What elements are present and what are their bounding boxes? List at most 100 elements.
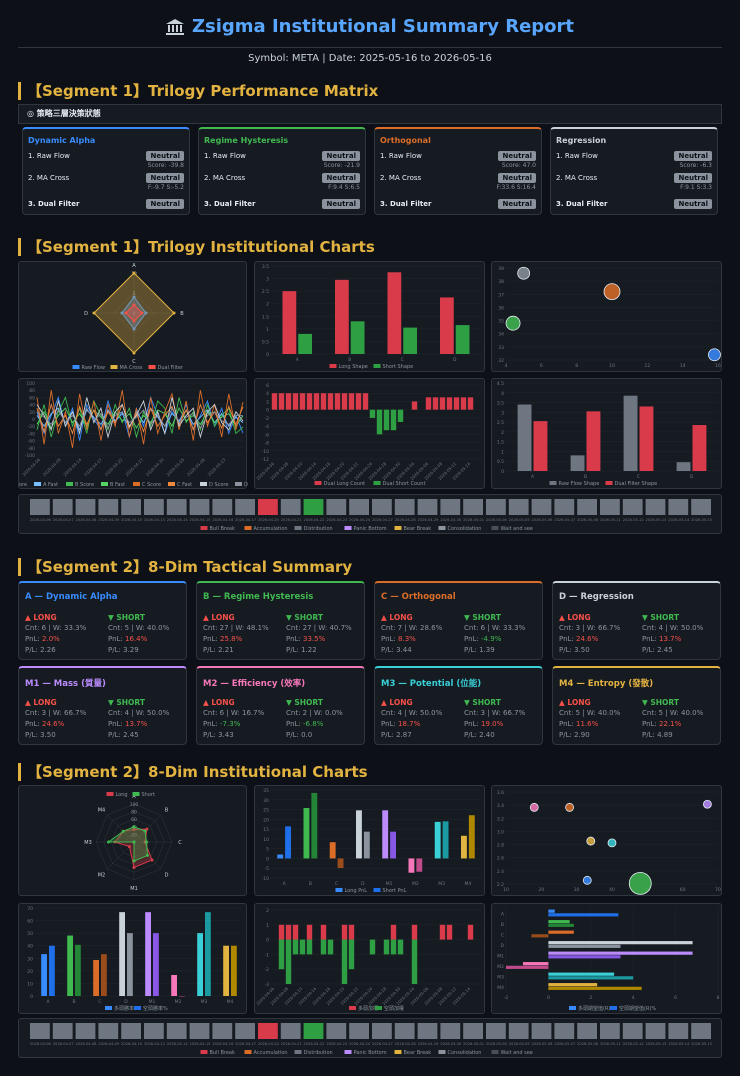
y-tick-label: 1.5 bbox=[262, 314, 269, 320]
legend-label: Bull Break bbox=[210, 1050, 235, 1056]
x-tick-label: M3 bbox=[201, 999, 208, 1005]
bar bbox=[460, 397, 467, 410]
bar bbox=[348, 924, 355, 940]
legend-swatch bbox=[375, 1006, 382, 1010]
dimension-card: A — Dynamic Alpha ▲ LONG Cnt: 6 | W: 33.3%… bbox=[18, 581, 187, 660]
y-tick-label: 35 bbox=[498, 319, 504, 325]
stat-heading: ▲ LONG bbox=[381, 698, 413, 707]
radar-point bbox=[132, 351, 136, 355]
hbar-chart-expectancy: -2 0 2 4 6 8 A B C D M1 M2 M3 M4 多頭期望值(R)% 空頭期望值(R)% bbox=[491, 903, 722, 1014]
trilogy-card: Regression 1. Raw Flow Neutral Score: -6.3 2… bbox=[550, 127, 718, 215]
dimension-card-title: M1 — Mass (質量) bbox=[25, 679, 106, 689]
heatmap-cell bbox=[394, 1023, 415, 1039]
bar-chart-dual-count-svg: 6420-2-4-6-8-10-122026-04-062026-04-0820… bbox=[255, 383, 481, 487]
y-tick-label: 2 bbox=[266, 908, 269, 914]
dimension-card-title: A — Dynamic Alpha bbox=[25, 592, 118, 602]
y-tick-label: C bbox=[501, 932, 504, 938]
dimension-card-title: M3 — Potential (位能) bbox=[381, 679, 482, 689]
scatter-chart-trilogy: 39 38 37 36 35 34 33 32 4 6 8 10 12 14 16 bbox=[491, 261, 722, 372]
heatmap-cell bbox=[463, 1023, 483, 1039]
y-tick-label: 36 bbox=[498, 305, 504, 311]
legend-label: D Score bbox=[209, 482, 228, 488]
section-4-heading: 【Segment 2】8-Dim Institutional Charts bbox=[18, 763, 368, 781]
bar bbox=[383, 939, 390, 955]
radar-point bbox=[121, 829, 125, 833]
bar bbox=[522, 962, 549, 966]
y-tick-label: 25 bbox=[263, 808, 269, 814]
bar bbox=[292, 924, 299, 940]
y-tick-label: 3.6 bbox=[497, 790, 504, 796]
long-stats: ▲ LONG Cnt: 6 | W: 33.3% PnL: 2.0% P/L: 2.2… bbox=[25, 612, 86, 656]
bar bbox=[179, 996, 185, 997]
legend-label: Short PnL bbox=[383, 888, 407, 894]
stat-count: Cnt: 5 | W: 40.0% bbox=[108, 624, 170, 632]
heatmap-date-label: 2026-04-16 bbox=[212, 1042, 234, 1046]
scatter-chart-8dim-svg: 3.63.43.23.02.82.62.42.210203040506070 bbox=[497, 790, 721, 895]
bar bbox=[383, 409, 390, 431]
stat-pnl-label: PnL: bbox=[559, 720, 577, 728]
stat-pnl-label: PnL: bbox=[464, 635, 482, 643]
y-tick-label: -40 bbox=[28, 431, 35, 437]
dimension-card: C — Orthogonal ▲ LONG Cnt: 7 | W: 28.6% PnL… bbox=[374, 581, 543, 660]
legend-label: Bull Break bbox=[210, 526, 235, 532]
stat-pnl-value: 24.6% bbox=[42, 720, 65, 728]
status-badge: Neutral bbox=[322, 151, 360, 161]
stat-heading: ▼ SHORT bbox=[642, 613, 679, 622]
y-tick-label: 4 bbox=[501, 391, 504, 397]
heatmap-cell bbox=[394, 499, 415, 515]
bar bbox=[390, 409, 397, 431]
stat-pl: P/L: 4.89 bbox=[642, 731, 673, 739]
bar bbox=[41, 954, 47, 996]
dimension-card-title: B — Regime Hysteresis bbox=[203, 592, 314, 602]
bar-chart-pnl-svg: 35 30 25 20 15 10 5 0 -5 -10 A B C D M1 M2 M3 M4 Long PnL S… bbox=[262, 788, 481, 894]
short-stats: ▼ SHORT Cnt: 4 | W: 50.0% PnL: 13.7% P/L: 2… bbox=[642, 612, 703, 656]
bar bbox=[278, 393, 285, 410]
long-stats: ▲ LONG Cnt: 7 | W: 28.6% PnL: 8.3% P/L: 3.4… bbox=[381, 612, 442, 656]
stat-pnl: PnL: 2.0% bbox=[25, 634, 86, 645]
bar bbox=[468, 815, 475, 859]
stat-pnl-value: -6.8% bbox=[303, 720, 324, 728]
bar bbox=[446, 924, 453, 940]
radar-chart-8dim-svg: ABCDM1M2M3M4100806040200LongShort bbox=[84, 792, 182, 892]
bar bbox=[369, 939, 376, 955]
stat-pnl-label: PnL: bbox=[642, 720, 660, 728]
radar-point bbox=[140, 311, 144, 315]
heatmap-date-label: 2026-05-06 bbox=[532, 518, 554, 522]
y-tick-label: 2.2 bbox=[497, 882, 504, 888]
bar bbox=[390, 831, 396, 859]
bar bbox=[376, 409, 383, 435]
bar bbox=[320, 924, 327, 940]
bar bbox=[461, 835, 467, 859]
heatmap-cell bbox=[372, 499, 392, 515]
bar bbox=[390, 924, 397, 940]
bar bbox=[356, 810, 362, 859]
bar bbox=[382, 810, 389, 859]
y-tick-label: 5 bbox=[266, 847, 269, 853]
dimension-card: M3 — Potential (位能) ▲ LONG Cnt: 4 | W: 50.… bbox=[374, 666, 543, 745]
dimension-card-title: M4 — Entropy (發散) bbox=[559, 679, 654, 689]
heatmap-date-label: 2026-05-01 bbox=[463, 1042, 484, 1046]
legend-label: Accumulation bbox=[254, 1050, 288, 1056]
scatter-chart-trilogy-svg: 39 38 37 36 35 34 33 324 6 8 10 12 14 16 bbox=[498, 266, 721, 369]
x-tick-label: 12 bbox=[644, 363, 650, 369]
x-tick-label: D bbox=[361, 881, 365, 887]
radar-point bbox=[132, 319, 136, 323]
legend-swatch bbox=[133, 482, 140, 486]
y-tick-label: 2 bbox=[501, 430, 504, 436]
legend-swatch bbox=[438, 1050, 446, 1054]
bar bbox=[369, 409, 376, 418]
dimension-card: M4 — Entropy (發散) ▲ LONG Cnt: 5 | W: 40.0%… bbox=[552, 666, 721, 745]
y-tick-label: 4.5 bbox=[497, 381, 504, 387]
x-tick-label: 16 bbox=[715, 363, 721, 369]
bar bbox=[548, 986, 642, 990]
y-tick-label: 10 bbox=[27, 981, 33, 987]
heatmap-regime-2: 2026-04-06 2026-04-07 2026-04-08 2026-04-09… bbox=[18, 1018, 722, 1058]
legend-swatch bbox=[34, 482, 41, 486]
bar bbox=[313, 393, 320, 410]
y-tick-label: 3 bbox=[266, 277, 269, 283]
bar bbox=[320, 939, 327, 955]
report-subtitle: Symbol: META | Date: 2025-05-16 to 2026-… bbox=[248, 53, 492, 64]
y-tick-label: 32 bbox=[498, 358, 504, 364]
